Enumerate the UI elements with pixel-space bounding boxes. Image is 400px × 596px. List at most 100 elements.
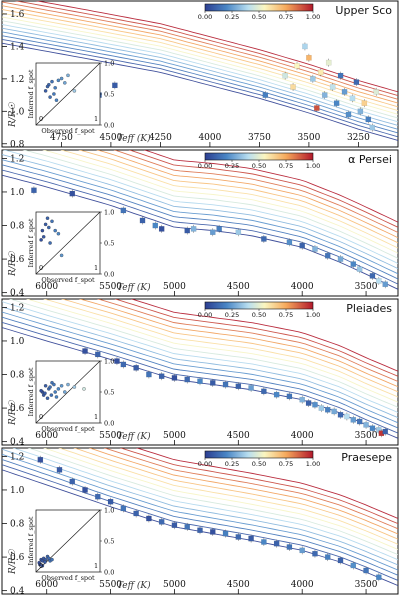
model-track xyxy=(95,150,398,239)
data-point xyxy=(197,378,203,385)
x-tick-label: 3750 xyxy=(248,133,271,143)
colorbar-tick-label: 0.75 xyxy=(279,162,293,170)
data-point xyxy=(344,413,350,420)
inset-point xyxy=(59,384,64,388)
model-track xyxy=(2,31,398,130)
model-track xyxy=(2,12,398,112)
data-point xyxy=(158,373,165,379)
colorbar-tick-label: 0.75 xyxy=(279,13,293,21)
data-point xyxy=(369,124,376,131)
colorbar-tick-label: 0.00 xyxy=(198,460,212,468)
colorbar-tick-label: 0.00 xyxy=(198,162,212,170)
x-tick-label: 4000 xyxy=(291,580,314,590)
inset-point xyxy=(56,78,61,83)
x-tick-label: 4500 xyxy=(227,580,250,590)
data-point xyxy=(310,76,316,82)
data-point xyxy=(299,242,305,249)
data-point xyxy=(376,574,382,581)
inset-point xyxy=(40,564,45,568)
y-tick-label: 0.4 xyxy=(10,289,25,299)
x-tick-label: 4500 xyxy=(99,133,122,143)
model-track xyxy=(14,1,398,97)
data-point xyxy=(184,376,191,383)
model-track xyxy=(143,150,398,223)
y-tick-label: 1.0 xyxy=(10,188,25,198)
data-point xyxy=(363,567,369,574)
y-tick-label: 0.8 xyxy=(10,520,25,530)
y-tick-label: 1.2 xyxy=(10,75,24,85)
y-tick-label: 1.4 xyxy=(10,42,25,52)
data-point xyxy=(324,406,331,413)
panel-title: α Persei xyxy=(348,153,392,166)
model-track xyxy=(22,150,398,259)
inset-corner-label: 0 xyxy=(39,264,43,272)
data-point xyxy=(282,72,288,79)
inset-point xyxy=(66,382,70,387)
data-point xyxy=(139,217,146,224)
data-point xyxy=(222,381,229,388)
data-point xyxy=(171,375,178,381)
inset-y-tick-label: 1.0 xyxy=(104,60,114,68)
data-point xyxy=(152,222,159,229)
model-track xyxy=(78,150,398,244)
x-tick-label: 6000 xyxy=(35,282,58,292)
x-tick-label: 6000 xyxy=(35,580,58,590)
data-point xyxy=(329,84,336,90)
colorbar-tick-label: 0.25 xyxy=(225,311,239,319)
model-track xyxy=(2,38,398,138)
data-point xyxy=(365,116,372,123)
model-track xyxy=(2,169,398,285)
data-point xyxy=(305,400,312,406)
inset-x-label: Observed f_spot xyxy=(41,127,95,135)
y-tick-label: 0.8 xyxy=(10,222,25,232)
data-point xyxy=(56,467,63,473)
model-track xyxy=(119,448,398,525)
data-point xyxy=(133,365,139,371)
model-track xyxy=(35,1,398,93)
data-point xyxy=(286,544,293,550)
data-point xyxy=(376,278,382,284)
model-track xyxy=(2,150,398,264)
inset-x-label: Observed f_spot xyxy=(41,425,95,433)
y-tick-label: 0.4 xyxy=(10,438,25,448)
data-point xyxy=(337,256,344,262)
data-point xyxy=(171,522,178,528)
x-tick-label: 6000 xyxy=(35,431,58,441)
model-track xyxy=(88,448,398,535)
inset-point xyxy=(56,231,61,236)
colorbar-tick-label: 1.00 xyxy=(306,162,320,170)
inset-point xyxy=(43,89,48,93)
data-point xyxy=(357,108,364,115)
panel-title: Praesepe xyxy=(341,451,392,464)
panel-1: 0.4 0.6 0.8 1.0 1.2 6000 5500 5000 4500 4000 3500 T… xyxy=(1,149,399,299)
x-tick-label: 3500 xyxy=(297,133,320,143)
inset-point xyxy=(45,84,50,89)
y-tick-label: 1.0 xyxy=(10,486,25,496)
data-point xyxy=(306,54,312,61)
x-axis-label: Teff (K) xyxy=(117,580,151,591)
data-point xyxy=(312,401,318,408)
data-point xyxy=(197,527,203,534)
data-point xyxy=(363,422,369,428)
inset-y-label: Inferred f_spot xyxy=(27,367,35,416)
data-points xyxy=(37,455,382,582)
inset-y-tick-label: 0.5 xyxy=(104,91,114,99)
colorbar-tick-label: 0.00 xyxy=(198,13,212,21)
data-point xyxy=(235,383,242,390)
y-tick-label: 0.6 xyxy=(10,404,25,414)
model-track xyxy=(2,24,398,123)
data-point xyxy=(369,425,376,432)
x-tick-label: 3500 xyxy=(355,431,378,441)
x-tick-label: 3500 xyxy=(355,282,378,292)
y-tick-label: 0.6 xyxy=(10,255,25,265)
inset-point xyxy=(63,81,67,85)
panel-title: Upper Sco xyxy=(335,4,392,17)
inset-point xyxy=(50,219,54,224)
data-point xyxy=(286,393,293,400)
inset-point xyxy=(50,79,54,84)
model-track xyxy=(43,448,398,550)
data-point xyxy=(133,510,139,517)
data-point xyxy=(353,79,360,85)
model-track xyxy=(2,20,398,119)
data-point xyxy=(337,72,344,79)
